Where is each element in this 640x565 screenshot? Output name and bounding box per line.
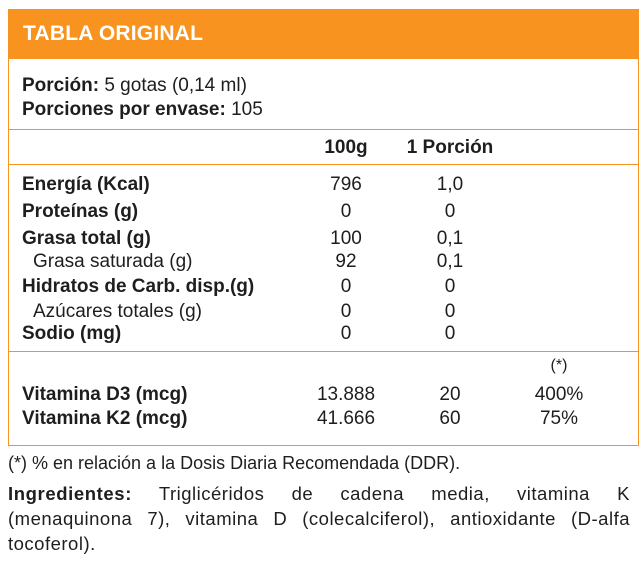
ingredients-label: Ingredientes: (8, 483, 132, 504)
servings-per-container-value: 105 (225, 99, 263, 120)
divider (9, 164, 638, 165)
nutrient-value-portion: 0 (444, 276, 456, 297)
divider (9, 351, 638, 352)
nutrient-name: Grasa saturada (g) (33, 251, 193, 272)
column-header-portion: 1 Porción (406, 137, 494, 158)
column-header-100g: 100g (324, 137, 368, 158)
ingredients-paragraph: Ingredientes: Triglicéridos de cadena me… (8, 481, 630, 556)
nutrient-name: Sodio (mg) (22, 323, 122, 344)
table-title: TABLA ORIGINAL (23, 22, 204, 45)
nutrient-value-100g: 796 (330, 174, 362, 195)
servings-per-container: Porciones por envase: 105 (22, 99, 263, 121)
nutrient-value-100g: 0 (340, 323, 352, 344)
vitamin-value-portion: 60 (439, 408, 461, 429)
divider (9, 129, 638, 130)
nutrient-value-100g: 0 (340, 301, 352, 322)
vitamin-name: Vitamina D3 (mcg) (22, 384, 188, 405)
vitamin-ddr-percent: 75% (539, 408, 579, 429)
nutrient-value-portion: 0,1 (436, 251, 464, 272)
nutrient-value-portion: 0 (444, 301, 456, 322)
nutrient-value-portion: 0 (444, 323, 456, 344)
nutrition-table: TABLA ORIGINAL Porción: 5 gotas (0,14 ml… (8, 9, 639, 446)
vitamin-value-portion: 20 (439, 384, 461, 405)
serving-size: Porción: 5 gotas (0,14 ml) (22, 75, 247, 97)
nutrient-value-100g: 100 (330, 228, 362, 249)
ingredients-text: Triglicéridos de cadena media, vitamina … (8, 483, 630, 554)
nutrient-name: Energía (Kcal) (22, 174, 150, 195)
serving-size-label: Porción: (22, 75, 100, 96)
nutrient-value-100g: 92 (335, 251, 357, 272)
nutrient-name: Proteínas (g) (22, 201, 139, 222)
nutrient-value-portion: 0 (444, 201, 456, 222)
ddr-marker: (*) (550, 357, 568, 374)
vitamin-name: Vitamina K2 (mcg) (22, 408, 188, 429)
nutrient-name: Azúcares totales (g) (33, 301, 202, 322)
nutrient-name: Hidratos de Carb. disp.(g) (22, 276, 255, 297)
nutrient-value-portion: 1,0 (436, 174, 464, 195)
table-header: TABLA ORIGINAL (9, 10, 638, 59)
nutrient-value-100g: 0 (340, 276, 352, 297)
servings-per-container-label: Porciones por envase: (22, 99, 226, 120)
ddr-footnote: (*) % en relación a la Dosis Diaria Reco… (8, 453, 461, 473)
vitamin-ddr-percent: 400% (534, 384, 584, 405)
nutrient-value-100g: 0 (340, 201, 352, 222)
nutrient-value-portion: 0,1 (436, 228, 464, 249)
nutrient-name: Grasa total (g) (22, 228, 151, 249)
serving-size-value: 5 gotas (0,14 ml) (99, 75, 247, 96)
vitamin-value-100g: 13.888 (316, 384, 376, 405)
vitamin-value-100g: 41.666 (316, 408, 376, 429)
